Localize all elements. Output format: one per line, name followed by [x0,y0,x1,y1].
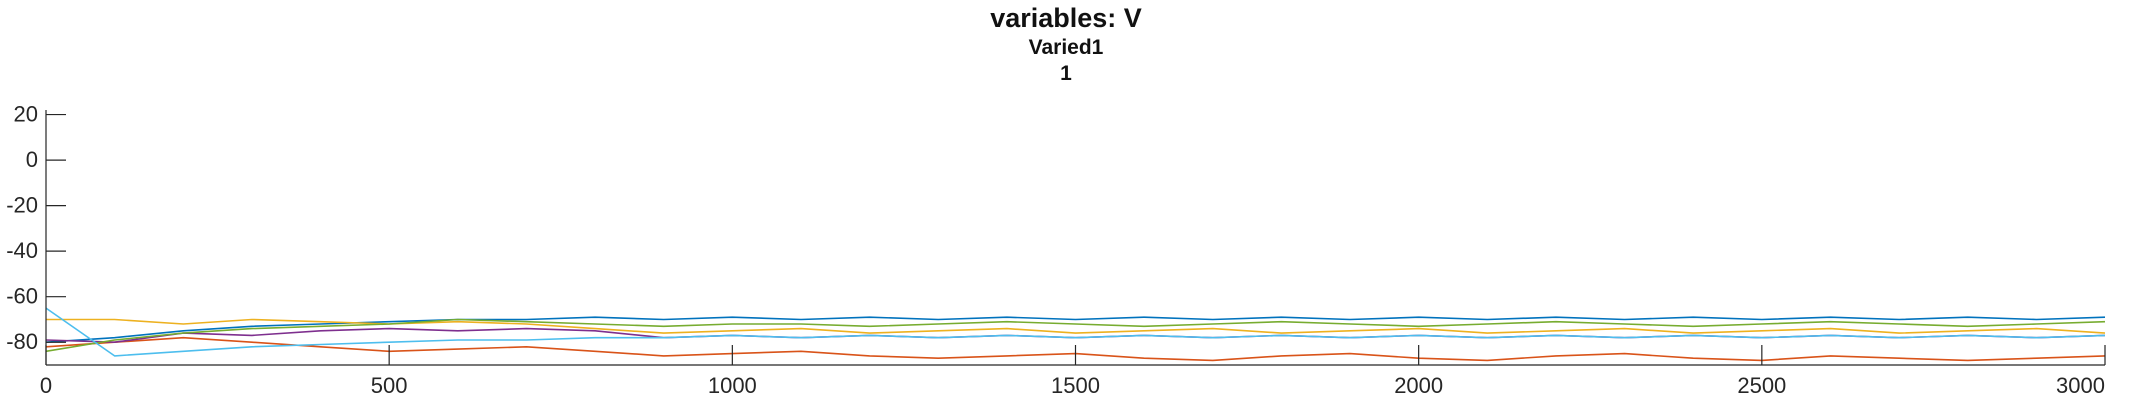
y-tick-label: -60 [6,284,38,309]
x-tick-label: 3000 [2056,373,2105,398]
y-tick-label: 0 [26,147,38,172]
y-tick-label: -40 [6,238,38,263]
chart-title: variables: V [990,3,1142,33]
x-tick-label: 1500 [1051,373,1100,398]
series-line-3 [46,318,2106,334]
x-tick-label: 2000 [1394,373,1443,398]
x-tick-label: 0 [40,373,52,398]
chart-subtitle-line-1: Varied1 [1029,36,1104,59]
series-line-5 [45,318,2106,353]
x-tick-label: 1000 [708,373,757,398]
x-tick-label: 2500 [1737,373,1786,398]
axes: -80 -60 -40 -20 0 20 0 500 1000 1500 2000 2500 3000 [6,102,2106,398]
y-tick-label: 20 [14,102,38,127]
y-tick-label: -80 [6,329,38,354]
series-line-4 [45,327,2106,344]
y-tick-label: -20 [6,193,38,218]
series-line-6 [45,307,2106,357]
series-line-1 [45,316,2106,343]
chart-subtitle-line-2: 1 [1060,62,1072,85]
x-tick-label: 500 [371,373,408,398]
